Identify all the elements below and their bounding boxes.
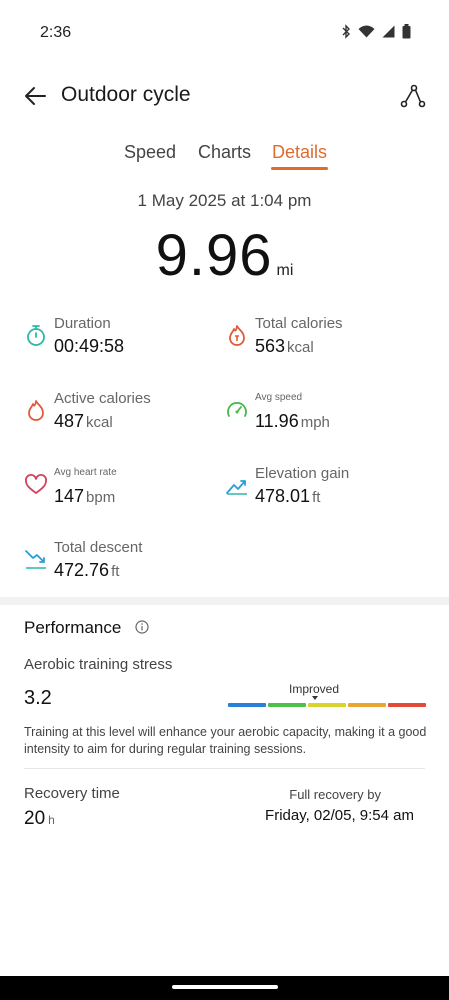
- aerobic-stress-status: Improved: [289, 682, 340, 696]
- tab-bar: Speed Charts Details: [0, 140, 449, 174]
- status-time: 2:36: [40, 24, 72, 41]
- battery-icon: [402, 24, 411, 39]
- workout-date: 1 May 2025 at 1:04 pm: [137, 191, 312, 210]
- tab-charts[interactable]: Charts: [198, 142, 252, 162]
- cellular-signal-icon: [382, 25, 395, 38]
- recovery-time-label: Recovery time: [24, 785, 120, 802]
- aerobic-stress-label: Aerobic training stress: [24, 656, 173, 673]
- arrow-left-icon: [25, 87, 46, 105]
- aerobic-scale-marker: [312, 696, 318, 700]
- heart-icon: [25, 474, 47, 494]
- metric-label: Duration: [54, 315, 111, 332]
- route-icon: [400, 84, 426, 108]
- flame-icon: [28, 400, 44, 421]
- distance-summary: 9.96 mi: [0, 222, 449, 289]
- scale-segment: [388, 703, 426, 707]
- aerobic-stress-value: 3.2: [24, 687, 52, 709]
- metric-value: 00:49:58: [54, 336, 125, 356]
- elevation-up-icon: [226, 480, 247, 495]
- divider: [24, 768, 425, 769]
- scale-segment: [228, 703, 266, 707]
- scale-segment: [268, 703, 306, 707]
- section-divider: [0, 597, 449, 605]
- aerobic-scale-bar: [228, 703, 426, 707]
- flame-icon: [229, 325, 245, 346]
- metric-value: 563 kcal: [255, 336, 314, 356]
- distance-value: 9.96: [155, 223, 273, 288]
- scale-segment: [308, 703, 346, 707]
- status-bar: 2:36: [0, 0, 449, 66]
- back-button[interactable]: [22, 82, 50, 110]
- metric-value: 478.01 ft: [255, 486, 321, 506]
- metric-value: 472.76 ft: [54, 560, 120, 580]
- metric-value: 487 kcal: [54, 411, 113, 431]
- metric-label: Active calories: [54, 390, 151, 407]
- system-nav-bar: [0, 976, 449, 1000]
- metric-label: Total calories: [255, 315, 343, 332]
- elevation-down-icon: [25, 550, 46, 569]
- full-recovery-value: Friday, 02/05, 9:54 am: [265, 807, 414, 824]
- route-button[interactable]: [399, 82, 427, 110]
- app-header: Outdoor cycle: [0, 78, 449, 114]
- full-recovery-label: Full recovery by: [289, 787, 381, 802]
- info-icon[interactable]: [135, 620, 149, 634]
- status-icons: [341, 24, 411, 39]
- distance-unit: mi: [276, 262, 294, 279]
- wifi-icon: [358, 25, 375, 38]
- metric-label: Avg speed: [255, 392, 303, 403]
- aerobic-stress-description: Training at this level will enhance your…: [24, 725, 427, 756]
- stopwatch-icon: [27, 325, 45, 346]
- scale-segment: [348, 703, 386, 707]
- metric-label: Avg heart rate: [54, 467, 117, 478]
- metric-label: Elevation gain: [255, 465, 350, 482]
- speedometer-icon: [227, 402, 247, 417]
- performance-title: Performance: [24, 618, 122, 637]
- home-gesture-handle[interactable]: [172, 985, 278, 989]
- recovery-time-value: 20 h: [24, 808, 55, 829]
- metric-value: 147 bpm: [54, 486, 116, 506]
- tab-active-indicator: [271, 167, 328, 170]
- bluetooth-icon: [342, 24, 350, 39]
- tab-speed[interactable]: Speed: [124, 142, 177, 162]
- metric-value: 11.96 mph: [255, 411, 330, 431]
- tab-details[interactable]: Details: [272, 142, 328, 162]
- page-title: Outdoor cycle: [61, 83, 191, 106]
- metric-label: Total descent: [54, 539, 143, 556]
